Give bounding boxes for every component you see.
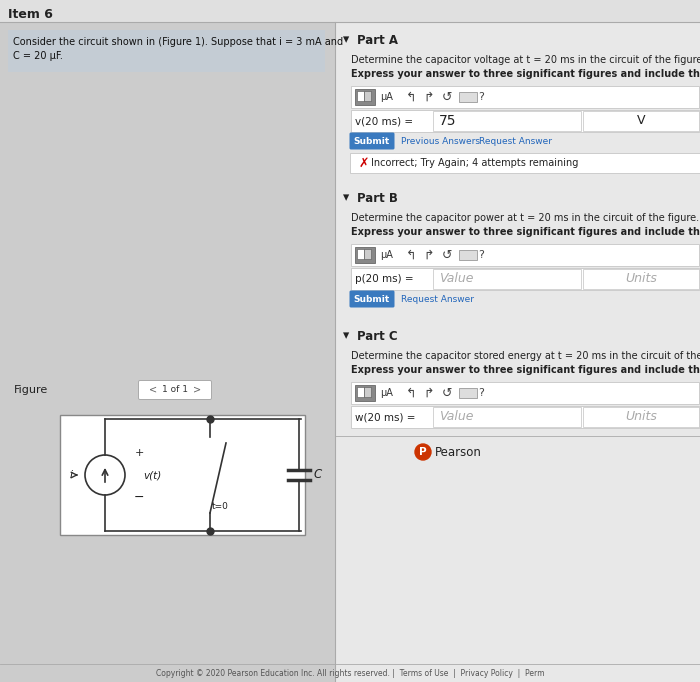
Text: ↱: ↱ [424,387,434,400]
FancyBboxPatch shape [433,407,581,427]
Text: t=0: t=0 [212,502,229,511]
FancyBboxPatch shape [364,249,371,259]
Text: Part A: Part A [357,33,398,46]
FancyBboxPatch shape [364,91,371,101]
FancyBboxPatch shape [351,244,699,266]
FancyBboxPatch shape [0,0,700,22]
FancyBboxPatch shape [349,132,395,149]
Text: <: < [149,385,157,395]
Text: +: + [134,448,144,458]
Text: ↺: ↺ [442,91,452,104]
FancyBboxPatch shape [349,291,395,308]
FancyBboxPatch shape [60,415,305,535]
FancyBboxPatch shape [357,387,364,397]
FancyBboxPatch shape [351,86,699,108]
FancyBboxPatch shape [355,385,375,401]
FancyBboxPatch shape [583,269,699,289]
Text: ▾: ▾ [343,192,349,205]
Text: Part B: Part B [357,192,398,205]
Text: Determine the capacitor power at t = 20 ms in the circuit of the figure.: Determine the capacitor power at t = 20 … [351,213,699,223]
Text: Figure: Figure [14,385,48,395]
Text: Value: Value [439,273,473,286]
FancyBboxPatch shape [350,153,700,173]
FancyBboxPatch shape [139,381,211,400]
Text: ↺: ↺ [442,248,452,261]
Text: Previous Answers: Previous Answers [401,136,480,145]
FancyBboxPatch shape [355,247,375,263]
Text: w(20 ms) =: w(20 ms) = [355,412,416,422]
FancyBboxPatch shape [433,269,581,289]
FancyBboxPatch shape [8,30,325,72]
Text: μA: μA [381,92,393,102]
Text: ▾: ▾ [343,329,349,342]
Text: ▾: ▾ [343,33,349,46]
Text: Item 6: Item 6 [8,8,53,20]
Text: ↰: ↰ [406,91,416,104]
Text: ↰: ↰ [406,387,416,400]
Text: V: V [637,115,645,128]
FancyBboxPatch shape [351,268,699,290]
Text: 75: 75 [439,114,456,128]
Text: Submit: Submit [354,295,390,303]
Text: ?: ? [478,250,484,260]
FancyBboxPatch shape [0,0,335,682]
Text: Units: Units [625,411,657,424]
Text: Request Answer: Request Answer [401,295,474,303]
Text: C = 20 μF.: C = 20 μF. [13,51,63,61]
Text: ↺: ↺ [442,387,452,400]
FancyBboxPatch shape [433,111,581,131]
FancyBboxPatch shape [355,89,375,105]
Text: Express your answer to three significant figures and include the appropriate uni: Express your answer to three significant… [351,227,700,237]
FancyBboxPatch shape [459,92,477,102]
Text: v(t): v(t) [143,470,161,480]
Text: C: C [314,469,322,481]
Text: >: > [193,385,201,395]
Text: ?: ? [478,388,484,398]
Text: Express your answer to three significant figures and include the appropriate uni: Express your answer to three significant… [351,69,700,79]
FancyBboxPatch shape [335,0,700,682]
Text: μA: μA [381,250,393,260]
Text: Determine the capacitor stored energy at t = 20 ms in the circuit of the figure.: Determine the capacitor stored energy at… [351,351,700,361]
Text: μA: μA [381,388,393,398]
Text: ?: ? [478,92,484,102]
Circle shape [415,444,431,460]
Text: ✗: ✗ [359,156,370,170]
FancyBboxPatch shape [357,91,364,101]
FancyBboxPatch shape [583,111,699,131]
Text: Determine the capacitor voltage at t = 20 ms in the circuit of the figure.: Determine the capacitor voltage at t = 2… [351,55,700,65]
Text: i: i [69,470,73,480]
Text: v(20 ms) =: v(20 ms) = [355,116,413,126]
Text: Consider the circuit shown in (Figure 1). Suppose that i = 3 mA and: Consider the circuit shown in (Figure 1)… [13,37,343,47]
Text: Incorrect; Try Again; 4 attempts remaining: Incorrect; Try Again; 4 attempts remaini… [371,158,578,168]
Text: P: P [419,447,427,457]
FancyBboxPatch shape [459,250,477,260]
Text: −: − [134,490,144,503]
FancyBboxPatch shape [351,382,699,404]
Text: Units: Units [625,273,657,286]
Text: ↱: ↱ [424,248,434,261]
FancyBboxPatch shape [364,387,371,397]
Text: Part C: Part C [357,329,398,342]
Text: Pearson: Pearson [435,445,482,458]
Text: ↰: ↰ [406,248,416,261]
FancyBboxPatch shape [357,249,364,259]
Text: Value: Value [439,411,473,424]
Text: ↱: ↱ [424,91,434,104]
FancyBboxPatch shape [583,407,699,427]
Text: Express your answer to three significant figures and include the appropriate uni: Express your answer to three significant… [351,365,700,375]
Text: p(20 ms) =: p(20 ms) = [355,274,414,284]
Text: Request Answer: Request Answer [479,136,552,145]
FancyBboxPatch shape [459,388,477,398]
Circle shape [85,455,125,495]
Text: 1 of 1: 1 of 1 [162,385,188,394]
Text: Submit: Submit [354,136,390,145]
FancyBboxPatch shape [351,110,699,132]
Text: Copyright © 2020 Pearson Education Inc. All rights reserved. |  Terms of Use  | : Copyright © 2020 Pearson Education Inc. … [155,668,545,677]
FancyBboxPatch shape [351,406,699,428]
